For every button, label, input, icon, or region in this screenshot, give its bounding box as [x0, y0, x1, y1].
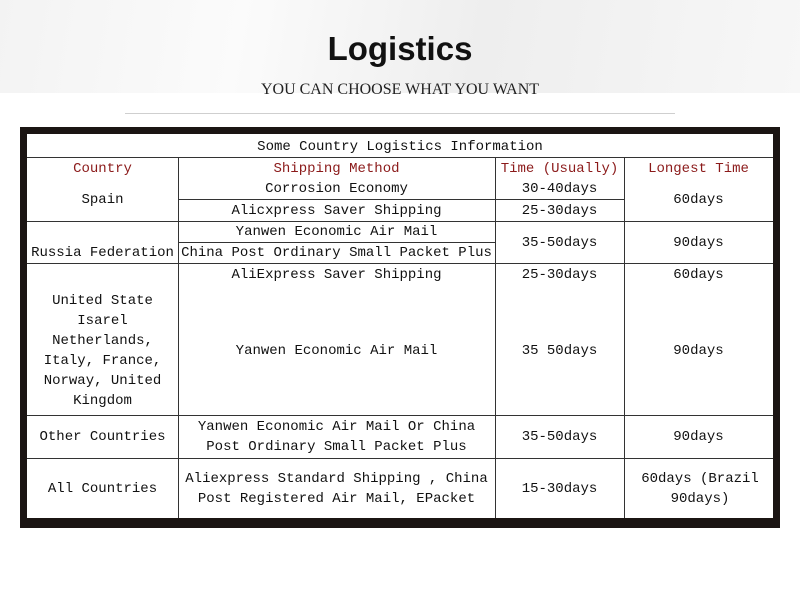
logistics-table [27, 134, 773, 518]
longest-cell: 90days [673, 234, 724, 251]
divider [178, 157, 179, 518]
divider [495, 157, 496, 518]
time-cell: 25-30days [521, 202, 598, 219]
time-cell: 35 50days [521, 343, 598, 359]
header-banner [0, 0, 800, 93]
column-header-longest-time: Longest Time [648, 160, 749, 177]
time-cell: 15-30days [521, 480, 598, 497]
method-cell: Yanwen Economic Air Mail [235, 224, 438, 240]
longest-cell: 90days [673, 429, 724, 445]
table-caption: Some Country Logistics Information [257, 139, 543, 155]
divider [27, 221, 773, 222]
divider [624, 157, 625, 518]
time-cell: 25-30days [521, 267, 598, 283]
divider [27, 458, 773, 459]
time-cell: 30-40days [521, 181, 598, 197]
divider [27, 415, 773, 416]
method-cell: Corrosion Economy [265, 181, 408, 197]
method-cell: Aliexpress Standard Shipping , China Pos… [185, 470, 488, 507]
page-title: Logistics [327, 30, 473, 67]
method-cell: Yanwen Economic Air Mail [235, 343, 438, 359]
divider [125, 113, 675, 114]
country-cell: Russia Federation [31, 245, 174, 261]
country-cell: United State Isarel Netherlands, Italy, … [43, 293, 162, 409]
divider [27, 263, 773, 264]
page-subtitle: YOU CAN CHOOSE WHAT YOU WANT [260, 81, 540, 98]
country-cell: Other Countries [39, 429, 166, 445]
country-cell: All Countries [47, 480, 158, 497]
longest-cell: 90days [673, 343, 724, 359]
longest-cell: 60days [673, 192, 724, 208]
method-cell: Yanwen Economic Air Mail Or China Post O… [197, 419, 476, 455]
longest-cell: 60days [673, 267, 724, 283]
country-cell: Spain [81, 192, 124, 208]
column-header-time: Time (Usually) [500, 160, 619, 177]
column-header-country: Country [73, 160, 132, 177]
longest-cell: 60days (Brazil 90days) [641, 470, 759, 507]
column-header-shipping-method: Shipping Method [273, 160, 400, 177]
method-cell: AliExpress Saver Shipping [231, 267, 442, 283]
method-cell: China Post Ordinary Small Packet Plus [181, 245, 492, 261]
divider [178, 242, 495, 243]
method-cell: Alicxpress Saver Shipping [231, 202, 442, 219]
divider [27, 157, 773, 158]
time-cell: 35-50days [521, 234, 598, 251]
divider [178, 199, 624, 200]
time-cell: 35-50days [521, 429, 598, 445]
